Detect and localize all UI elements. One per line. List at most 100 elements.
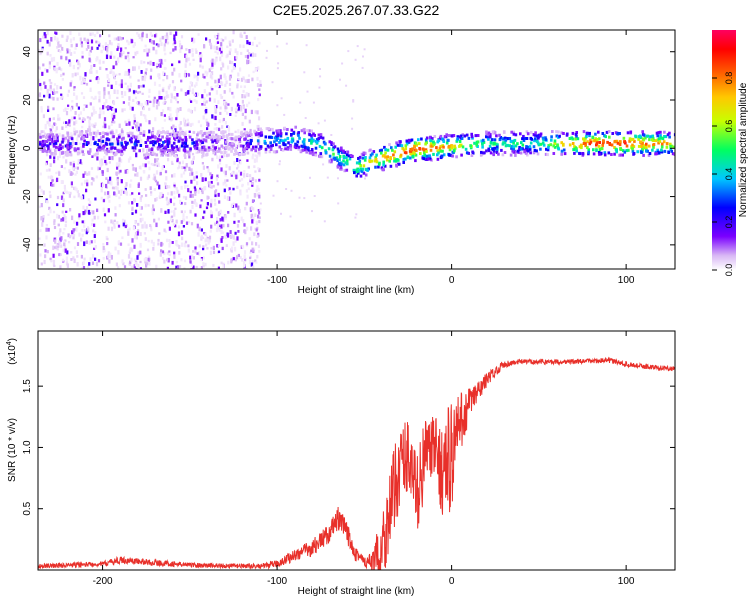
noise-mark <box>249 256 252 260</box>
noise-mark <box>170 117 173 121</box>
ridge-mark <box>172 151 175 154</box>
noise-mark <box>108 199 111 203</box>
noise-mark <box>160 42 163 47</box>
noise-mark <box>256 226 259 230</box>
noise-mark <box>246 59 249 65</box>
ridge-mark <box>49 138 52 142</box>
noise-mark <box>195 175 198 179</box>
noise-mark <box>152 247 155 251</box>
noise-mark <box>38 66 41 69</box>
noise-mark <box>198 244 201 248</box>
noise-mark <box>93 247 96 250</box>
ridge-mark <box>328 140 332 144</box>
ridge-mark <box>523 150 526 154</box>
ridge-mark <box>470 132 473 136</box>
noise-mark <box>176 166 180 170</box>
noise-mark <box>118 157 121 162</box>
noise-mark <box>100 50 103 54</box>
noise-mark <box>52 56 56 62</box>
noise-mark <box>355 213 358 216</box>
ridge-mark <box>409 156 412 160</box>
noise-mark <box>134 220 137 225</box>
noise-mark <box>131 238 134 243</box>
noise-mark <box>222 262 225 266</box>
noise-mark <box>206 121 209 126</box>
noise-mark <box>75 95 78 100</box>
noise-mark <box>221 119 224 123</box>
noise-mark <box>148 257 151 261</box>
ridge-mark <box>639 140 643 144</box>
noise-mark <box>73 258 76 264</box>
ridge-mark <box>130 132 134 136</box>
noise-mark <box>189 194 192 198</box>
noise-mark <box>175 260 178 264</box>
noise-mark <box>231 39 234 43</box>
ridge-mark <box>446 138 450 142</box>
noise-mark <box>138 135 141 140</box>
ridge-mark <box>263 139 267 143</box>
ridge-mark <box>383 153 386 157</box>
noise-mark <box>150 68 153 72</box>
ridge-mark <box>98 132 102 136</box>
ridge-mark <box>234 136 238 140</box>
noise-mark <box>144 163 147 167</box>
ridge-mark <box>518 146 521 149</box>
noise-mark <box>161 109 165 113</box>
noise-mark <box>174 207 177 210</box>
noise-mark <box>148 95 151 98</box>
noise-mark <box>235 203 238 208</box>
ridge-mark <box>347 154 350 158</box>
ridge-mark <box>529 130 533 134</box>
ridge-mark <box>129 131 132 135</box>
ridge-mark <box>152 143 155 147</box>
noise-mark <box>253 232 256 237</box>
noise-mark <box>164 59 167 62</box>
noise-mark <box>226 45 229 49</box>
noise-mark <box>237 72 240 77</box>
noise-mark <box>149 38 152 43</box>
ridge-mark <box>242 132 245 136</box>
ridge-mark <box>147 135 150 139</box>
ridge-mark <box>425 136 429 140</box>
noise-mark <box>137 91 140 95</box>
noise-mark <box>229 48 232 52</box>
noise-mark <box>56 97 59 101</box>
ridge-mark <box>106 132 109 136</box>
ridge-mark <box>464 147 468 151</box>
noise-mark <box>215 105 218 109</box>
noise-mark <box>258 140 261 144</box>
noise-mark <box>188 166 191 171</box>
ridge-mark <box>204 148 207 152</box>
ridge-mark <box>164 145 168 149</box>
noise-mark <box>108 125 111 130</box>
ridge-mark <box>634 134 637 138</box>
noise-mark <box>214 59 217 64</box>
spectrogram-x-ticks: -200 -100 0 100 <box>93 30 635 286</box>
noise-mark <box>227 65 230 70</box>
noise-mark <box>53 36 57 41</box>
ridge-mark <box>110 146 113 150</box>
ridge-mark <box>488 135 492 139</box>
noise-mark <box>168 226 171 231</box>
ridge-mark <box>571 131 575 135</box>
noise-mark <box>40 262 43 266</box>
noise-mark <box>144 203 147 208</box>
noise-mark <box>214 202 217 206</box>
noise-mark <box>61 210 64 214</box>
noise-mark <box>43 259 46 265</box>
ridge-mark <box>314 146 318 150</box>
ridge-mark <box>422 148 426 152</box>
noise-mark <box>139 250 142 255</box>
noise-mark <box>231 234 234 237</box>
noise-mark <box>180 258 183 262</box>
ridge-mark <box>603 153 607 157</box>
noise-mark <box>214 85 217 88</box>
noise-mark <box>132 56 135 59</box>
ridge-mark <box>82 136 85 140</box>
ridge-mark <box>207 131 211 135</box>
ridge-mark <box>327 147 331 151</box>
noise-mark <box>209 42 212 46</box>
ridge-mark <box>556 143 559 147</box>
ridge-mark <box>192 141 196 145</box>
noise-mark <box>251 219 254 224</box>
